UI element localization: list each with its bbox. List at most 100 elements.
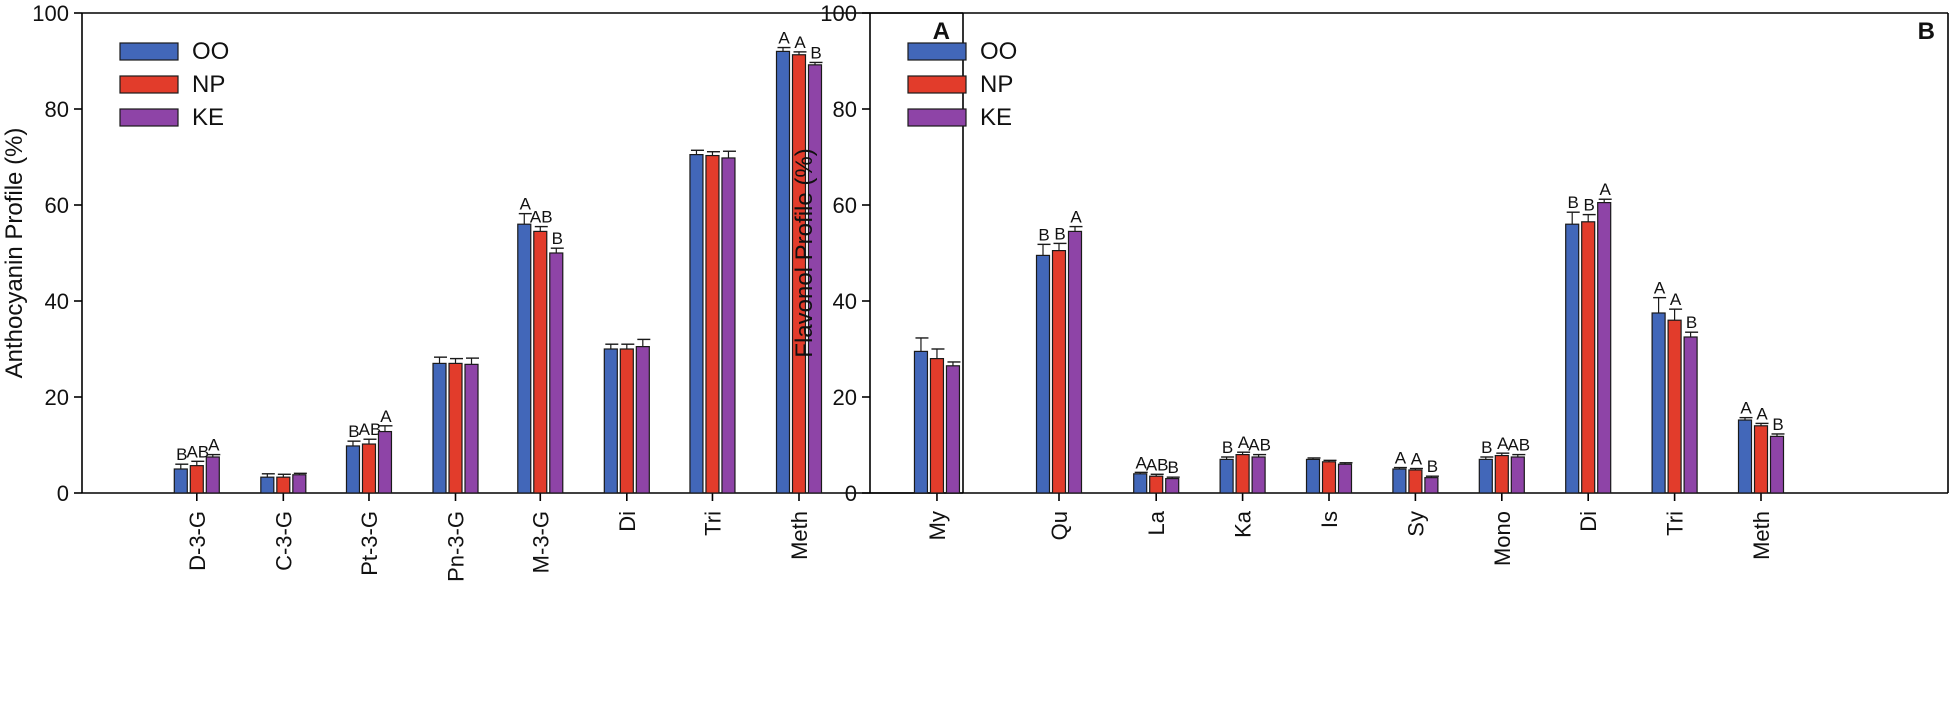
bar-oo (1305, 458, 1321, 494)
significance-letter: A (778, 29, 790, 48)
y-tick-label: 100 (820, 1, 857, 26)
x-tick-label: Sy (1403, 511, 1428, 537)
significance-letter: B (552, 229, 563, 248)
x-tick-label: C-3-G (271, 511, 296, 571)
x-tick-label: Di (1576, 511, 1601, 532)
bar-ke (292, 474, 307, 494)
bar-oo (345, 445, 361, 494)
legend-swatch-oo (119, 42, 179, 61)
y-tick-label: 80 (45, 97, 69, 122)
x-tick-label: Tri (700, 511, 725, 536)
bar-ke (1067, 230, 1083, 494)
bar-np (189, 465, 204, 494)
bar-np (276, 476, 291, 494)
x-tick-label: Di (615, 511, 640, 532)
legend-swatch-np (119, 75, 179, 94)
bar-oo (1565, 223, 1580, 494)
x-tick-label: Tri (1663, 511, 1688, 536)
bar-oo (1133, 473, 1148, 494)
x-tick-label: Ka (1231, 510, 1256, 538)
y-axis-label: Anthocyanin Profile (%) (1, 128, 28, 379)
bar-np (1321, 461, 1337, 494)
bar-ke (464, 363, 479, 494)
significance-letter: AB (530, 208, 553, 227)
bar-np (1051, 250, 1067, 494)
significance-letter: AB (1146, 455, 1169, 474)
bar-oo (517, 223, 532, 494)
significance-letter: A (1497, 434, 1509, 453)
significance-letter: B (1222, 438, 1233, 457)
bar-oo (1035, 254, 1051, 494)
y-tick-label: 100 (32, 1, 69, 26)
legend-label-oo: OO (980, 38, 1017, 65)
bar-oo (689, 154, 704, 494)
bar-oo (1219, 458, 1234, 494)
bar-np (619, 348, 634, 494)
bar-ke (945, 365, 961, 494)
legend-swatch-ke (119, 108, 179, 127)
significance-letter: B (1038, 225, 1049, 244)
bar-oo (1478, 458, 1493, 494)
significance-letter: A (1070, 208, 1082, 227)
y-tick-label: 60 (45, 193, 69, 218)
x-tick-label: Mono (1490, 511, 1515, 566)
y-tick-label: 60 (833, 193, 857, 218)
y-tick-label: 0 (57, 481, 69, 506)
y-tick-label: 0 (845, 481, 857, 506)
significance-letter: A (1740, 399, 1752, 418)
significance-letter: A (1395, 449, 1407, 468)
x-tick-label: My (925, 511, 950, 540)
x-tick-label: Pn-3-G (444, 511, 469, 582)
bar-ke (1683, 336, 1698, 494)
significance-letter: B (348, 422, 359, 441)
x-tick-label: La (1144, 510, 1169, 535)
bar-oo (1392, 468, 1407, 494)
x-tick-label: Meth (1749, 511, 1774, 560)
bar-ke (1251, 456, 1266, 494)
x-tick-label: Qu (1047, 511, 1072, 540)
significance-letter: A (208, 436, 220, 455)
significance-letter: B (1168, 458, 1179, 477)
bar-np (929, 358, 945, 494)
significance-letter: A (1654, 279, 1666, 298)
significance-letter: B (1481, 438, 1492, 457)
bar-oo (260, 476, 275, 494)
significance-letter: B (1568, 193, 1579, 212)
bar-np (1408, 469, 1423, 494)
significance-letter: B (176, 445, 187, 464)
bar-np (1235, 454, 1250, 494)
bar-oo (603, 348, 618, 494)
y-axis-label: Flavonol Profile (%) (791, 148, 818, 357)
bar-oo (1737, 419, 1753, 494)
significance-letter: A (1670, 290, 1682, 309)
bar-ke (377, 430, 393, 494)
bar-oo (1651, 312, 1666, 494)
significance-letter: B (1584, 196, 1595, 215)
legend-label-np: NP (980, 71, 1013, 98)
bar-ke (1165, 478, 1180, 494)
bar-np (1667, 319, 1682, 494)
bar-np (1149, 475, 1164, 494)
significance-letter: B (1054, 224, 1065, 243)
panel-a-anthocyanin-chart: 0 20 40 60 80 100 Anthocyanin Profile (%) A D-3-… (1, 1, 964, 582)
significance-letter: AB (1507, 436, 1530, 455)
bar-ke (1337, 463, 1353, 494)
significance-letter: B (810, 43, 821, 62)
x-tick-label: Meth (787, 511, 812, 560)
bar-np (1494, 454, 1509, 494)
significance-letter: A (1756, 404, 1768, 423)
bar-ke (1424, 477, 1439, 494)
legend-label-np: NP (192, 71, 225, 98)
bar-oo (173, 468, 188, 494)
significance-letter: B (1772, 415, 1783, 434)
bar-oo (775, 50, 791, 494)
bar-np (448, 362, 463, 494)
bar-ke (205, 456, 220, 494)
significance-letter: AB (186, 442, 209, 461)
bar-ke (1597, 202, 1612, 494)
x-tick-label: Pt-3-G (357, 511, 382, 576)
bar-ke (721, 157, 736, 494)
significance-letter: A (794, 33, 806, 52)
